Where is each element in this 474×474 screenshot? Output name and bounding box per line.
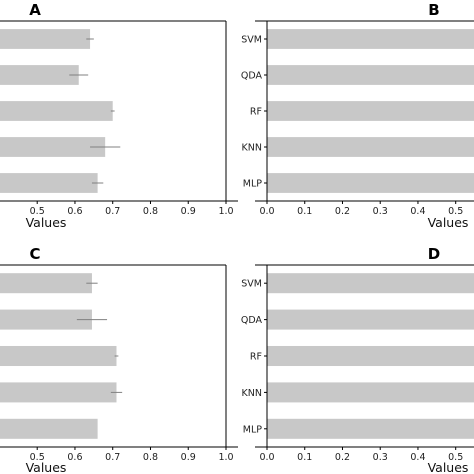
- panel-c: C 0.5 0.6 0.7 0.8 0.9 1.0 Values: [0, 245, 238, 474]
- x-tick-label: 0.8: [143, 206, 158, 217]
- x-tick-label: 0.3: [373, 452, 388, 463]
- x-tick-label: 0.7: [105, 206, 120, 217]
- bar: [0, 273, 92, 294]
- x-tick-label: 0.9: [181, 206, 196, 217]
- x-tick-label: 0.0: [259, 452, 274, 463]
- x-axis-label: Values: [26, 460, 67, 474]
- bar: [0, 173, 98, 193]
- panel-b: B SVM QDA RF KNN MLP 0.0 0.1 0.2 0.3 0.4 0.5 Value…: [241, 1, 474, 230]
- category-label: KNN: [242, 388, 262, 399]
- x-tick-label: 0.9: [181, 452, 196, 463]
- plot-area: 0.5 0.6 0.7 0.8 0.9 1.0: [0, 20, 238, 217]
- bar: [267, 345, 474, 367]
- x-axis-label: Values: [26, 215, 67, 230]
- x-tick-label: 1.0: [218, 206, 233, 217]
- bar: [0, 345, 117, 367]
- category-label: RF: [250, 352, 262, 363]
- bar: [267, 309, 474, 330]
- x-tick-label: 0.5: [30, 206, 45, 217]
- bar: [0, 309, 92, 330]
- bar: [267, 137, 474, 157]
- x-tick-label: 0.6: [67, 452, 82, 463]
- panel-letter: B: [428, 1, 439, 19]
- bar: [0, 29, 91, 49]
- bar: [267, 65, 474, 85]
- x-tick-label: 0.6: [67, 206, 82, 217]
- x-tick-label: 0.4: [410, 452, 425, 463]
- bar: [267, 382, 474, 403]
- panel-letter: A: [29, 1, 41, 19]
- category-label: MLP: [243, 424, 262, 435]
- bar: [267, 101, 474, 121]
- plot-area: 0.5 0.6 0.7 0.8 0.9 1.0: [0, 264, 238, 463]
- category-label: RF: [250, 107, 262, 118]
- bar: [267, 418, 474, 439]
- plot-area: SVM QDA RF KNN MLP 0.0 0.1 0.2 0.3 0.4 0.5: [241, 20, 474, 217]
- x-tick-label: 0.5: [448, 452, 463, 463]
- x-tick-label: 0.2: [335, 206, 350, 217]
- bar: [0, 101, 113, 121]
- bar: [0, 418, 98, 439]
- x-tick-label: 0.0: [259, 206, 274, 217]
- x-axis-label: Values: [428, 460, 469, 474]
- bar: [0, 382, 117, 403]
- category-label: SVM: [241, 35, 262, 46]
- panel-letter: C: [29, 245, 40, 263]
- panel-d: D SVM QDA RF KNN MLP 0.0 0.1 0.2 0.3 0.4 0.5 Value…: [241, 245, 474, 474]
- category-label: SVM: [241, 279, 262, 290]
- x-tick-label: 0.4: [410, 206, 425, 217]
- bar: [267, 273, 474, 294]
- category-label: KNN: [242, 143, 262, 154]
- x-tick-label: 0.3: [373, 206, 388, 217]
- panel-a: A 0.5 0.6 0.7 0.8 0.9 1.0 Values: [0, 1, 238, 230]
- bar: [267, 173, 474, 193]
- x-tick-label: 1.0: [218, 452, 233, 463]
- x-tick-label: 0.1: [297, 452, 312, 463]
- category-label: QDA: [241, 315, 263, 326]
- x-tick-label: 0.5: [30, 452, 45, 463]
- panel-letter: D: [428, 245, 440, 263]
- x-tick-label: 0.1: [297, 206, 312, 217]
- x-tick-label: 0.8: [143, 452, 158, 463]
- x-tick-label: 0.5: [448, 206, 463, 217]
- bar: [0, 65, 79, 85]
- bar: [0, 137, 106, 157]
- plot-area: SVM QDA RF KNN MLP 0.0 0.1 0.2 0.3 0.4 0.5: [241, 264, 474, 463]
- x-tick-label: 0.7: [105, 452, 120, 463]
- category-label: MLP: [243, 179, 262, 190]
- bar: [267, 29, 474, 49]
- category-label: QDA: [241, 71, 263, 82]
- x-tick-label: 0.2: [335, 452, 350, 463]
- x-axis-label: Values: [428, 215, 469, 230]
